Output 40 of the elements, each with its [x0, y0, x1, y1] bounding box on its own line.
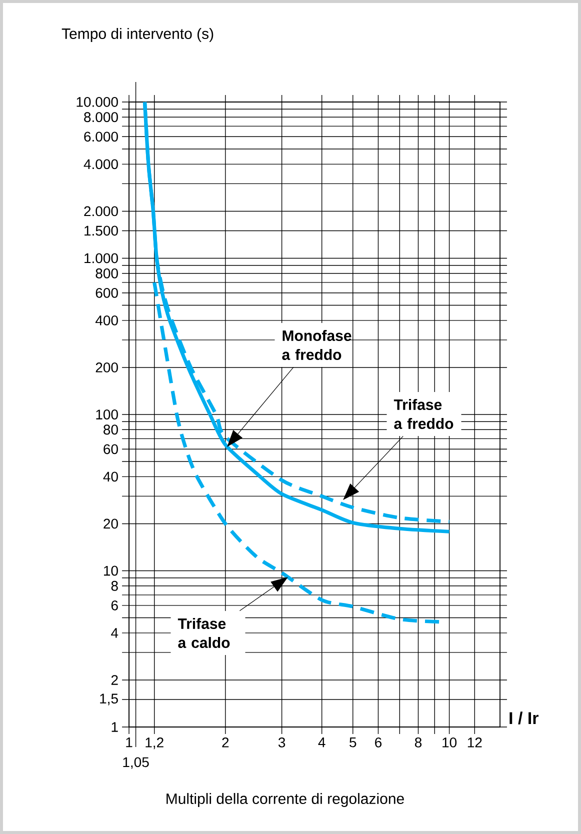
y-tick-label: 2 [111, 675, 118, 685]
annotation: Monofase a freddo [282, 330, 352, 360]
annotation: Trifase a caldo [178, 618, 230, 648]
x-tick-label: 1 [126, 738, 132, 748]
annotation: Trifase a freddo [394, 398, 454, 429]
x-tick-label: 12 [468, 737, 482, 748]
y-tick-label: 1 [112, 722, 118, 732]
y-tick-label: 800 [96, 268, 118, 278]
y-tick-label: 2.000 [84, 206, 118, 216]
y-tick-label: 20 [104, 518, 118, 529]
y-tick-label: 4.000 [84, 159, 118, 170]
y-tick-label: 1.500 [84, 226, 118, 236]
x-axis-title: Multipli della corrente di regolazione [166, 793, 404, 807]
x-tick-label: 1,2 [146, 737, 164, 750]
y-tick-label: 80 [104, 424, 118, 435]
y-tick-label: 1.000 [84, 253, 118, 264]
y-tick-label: 600 [96, 288, 118, 298]
x-tick-label: 8 [414, 737, 422, 748]
y-tick-label: 1,5 [100, 694, 118, 706]
y-tick-label: 40 [103, 472, 118, 482]
y-tick-label: 10 [104, 566, 118, 576]
x-tick-label: 6 [375, 737, 382, 748]
x-tick-label: 5 [350, 738, 356, 748]
y-tick-label: 200 [96, 362, 118, 372]
y-tick-label: 6 [111, 600, 118, 610]
y-tick-label: 10.000 [76, 97, 118, 107]
text: I / Ir [510, 712, 538, 724]
x-tick-label: 10 [442, 737, 457, 748]
y-tick-label: 8 [111, 580, 118, 591]
y-tick-label: 100 [96, 410, 118, 420]
x-tick-label: 4 [318, 738, 326, 748]
y-axis-title: Tempo di intervento (s) [62, 28, 214, 42]
y-tick-label: 60 [104, 444, 118, 454]
y-tick-label: 6.000 [84, 132, 118, 142]
y-tick-label: 4 [111, 628, 118, 638]
x-tick-label: 2 [222, 737, 229, 748]
y-tick-label: 8.000 [84, 112, 118, 122]
x-tick-label: 3 [278, 737, 286, 748]
y-tick-label: 400 [95, 315, 118, 326]
text: 1,05 [123, 757, 149, 769]
